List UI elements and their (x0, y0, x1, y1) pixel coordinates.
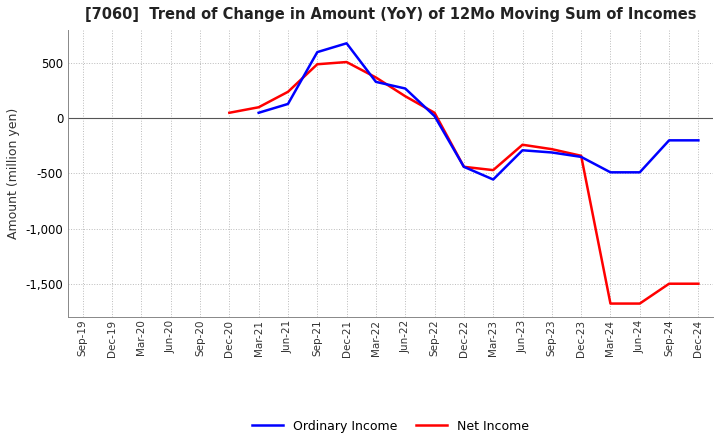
Net Income (606, 301, 615, 306)
Ordinary Income (401, 86, 410, 91)
Net Income (284, 89, 292, 95)
Net Income (489, 168, 498, 173)
Net Income (342, 59, 351, 65)
Net Income (694, 281, 703, 286)
Ordinary Income (694, 138, 703, 143)
Ordinary Income (431, 114, 439, 119)
Title: [7060]  Trend of Change in Amount (YoY) of 12Mo Moving Sum of Incomes: [7060] Trend of Change in Amount (YoY) o… (85, 7, 696, 22)
Ordinary Income (518, 148, 527, 153)
Net Income (665, 281, 673, 286)
Ordinary Income (254, 110, 263, 115)
Net Income (518, 142, 527, 147)
Net Income (459, 164, 468, 169)
Ordinary Income (313, 49, 322, 55)
Line: Ordinary Income: Ordinary Income (258, 43, 698, 180)
Net Income (313, 62, 322, 67)
Net Income (254, 105, 263, 110)
Ordinary Income (489, 177, 498, 182)
Ordinary Income (606, 170, 615, 175)
Legend: Ordinary Income, Net Income: Ordinary Income, Net Income (247, 415, 534, 438)
Ordinary Income (665, 138, 673, 143)
Net Income (372, 75, 380, 80)
Net Income (431, 110, 439, 115)
Line: Net Income: Net Income (230, 62, 698, 304)
Y-axis label: Amount (million yen): Amount (million yen) (7, 108, 20, 239)
Net Income (401, 94, 410, 99)
Ordinary Income (284, 101, 292, 106)
Ordinary Income (547, 150, 556, 155)
Net Income (225, 110, 234, 115)
Ordinary Income (636, 170, 644, 175)
Net Income (547, 147, 556, 152)
Net Income (636, 301, 644, 306)
Ordinary Income (372, 79, 380, 84)
Ordinary Income (577, 154, 585, 160)
Ordinary Income (342, 40, 351, 46)
Net Income (577, 153, 585, 158)
Ordinary Income (459, 164, 468, 169)
